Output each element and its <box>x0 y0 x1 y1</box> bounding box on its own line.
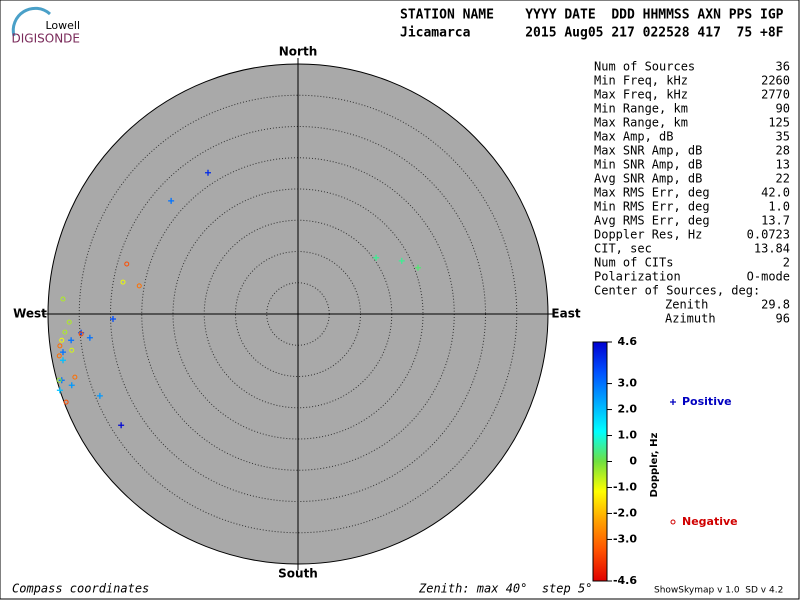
plus-marker <box>373 254 380 261</box>
colorbar-tick-label: -2.0 <box>613 506 637 519</box>
plus-marker <box>86 334 93 341</box>
stat-label: Min Freq, kHz <box>594 74 688 88</box>
footer-right: ShowSkymap v 1.0 SD v 4.2 <box>654 586 783 596</box>
circle-marker <box>124 261 130 267</box>
footer-middle: Zenith: max 40° step 5° <box>418 582 592 596</box>
header-columns: STATION NAME YYYY DATE DDD HHMMSS AXN PP… <box>400 8 784 23</box>
footer-left: Compass coordinates <box>12 582 149 596</box>
stat-value: 2 <box>783 256 790 270</box>
stat-value: 42.0 <box>761 186 790 200</box>
circle-marker <box>78 331 84 337</box>
stat-value: 125 <box>768 116 790 130</box>
stat-label: Num of Sources <box>594 60 695 74</box>
stat-value: 36 <box>776 60 790 74</box>
stat-value: 13 <box>776 158 790 172</box>
stat-value: 35 <box>776 130 790 144</box>
plus-marker <box>118 422 125 429</box>
plus-marker <box>60 349 66 356</box>
stat-value: 13.84 <box>754 242 790 256</box>
plus-marker <box>56 387 63 394</box>
stat-label: Doppler Res, Hz <box>594 228 702 242</box>
colorbar-tick-label: 3.0 <box>618 377 638 390</box>
stat-value: 90 <box>776 102 790 116</box>
stat-value: 1.0 <box>768 200 790 214</box>
circle-marker <box>120 279 126 285</box>
colorbar-tick-label: -1.0 <box>613 480 637 493</box>
direction-label: East <box>551 307 580 321</box>
center-label: Zenith <box>665 298 708 312</box>
plus-marker <box>168 197 175 204</box>
plus-marker <box>415 264 421 271</box>
plus-marker <box>60 357 66 364</box>
circle-marker <box>57 343 63 349</box>
header-values: Jicamarca 2015 Aug05 217 022528 417 75 +… <box>400 26 784 41</box>
center-title: Center of Sources, deg: <box>594 284 760 298</box>
stat-label: Num of CITs <box>594 256 673 270</box>
colorbar-label: Doppler, Hz <box>649 433 660 498</box>
direction-label: South <box>278 567 318 581</box>
center-value: 96 <box>776 312 790 326</box>
circle-marker <box>56 377 62 383</box>
colorbar-tick-label: 4.6 <box>618 335 638 348</box>
circle-marker <box>136 283 142 289</box>
stat-value: 2260 <box>761 74 790 88</box>
colorbar-tick-label: -3.0 <box>613 532 637 545</box>
circle-marker <box>66 319 72 325</box>
stat-label: Min Range, km <box>594 102 688 116</box>
circle-marker <box>59 337 65 343</box>
logo-bottom: DIGISONDE <box>12 32 80 46</box>
plus-marker <box>96 392 103 399</box>
logo-arc <box>11 6 52 37</box>
colorbar-tick-label: -4.6 <box>613 574 637 587</box>
circle-marker <box>72 374 78 380</box>
stat-value: 2770 <box>761 88 790 102</box>
stat-label: Max SNR Amp, dB <box>594 144 702 158</box>
stat-value: 22 <box>776 172 790 186</box>
plus-marker <box>205 169 211 176</box>
stat-label: Avg RMS Err, deg <box>594 214 710 228</box>
stat-label: Min RMS Err, deg <box>594 200 710 214</box>
stat-value: O-mode <box>747 270 790 284</box>
plus-marker <box>68 382 75 389</box>
colorbar-tick-label: 2.0 <box>618 403 638 416</box>
stat-label: Max Amp, dB <box>594 130 673 144</box>
circle-marker <box>63 399 69 405</box>
legend-marker <box>670 519 676 525</box>
stat-label: Max RMS Err, deg <box>594 186 710 200</box>
plus-marker <box>68 337 75 344</box>
direction-label: North <box>279 45 317 59</box>
stat-value: 28 <box>776 144 790 158</box>
stat-label: CIT, sec <box>594 242 652 256</box>
stat-value: 0.0723 <box>747 228 790 242</box>
stat-value: 13.7 <box>761 214 790 228</box>
circle-marker <box>60 296 66 302</box>
stat-label: Avg SNR Amp, dB <box>594 172 702 186</box>
logo-top: Lowell <box>45 19 80 32</box>
legend-marker <box>670 399 676 405</box>
circle-marker <box>56 353 62 359</box>
colorbar-tick-label: 1.0 <box>618 429 638 442</box>
center-value: 29.8 <box>761 298 790 312</box>
stat-label: Max Freq, kHz <box>594 88 688 102</box>
center-label: Azimuth <box>665 312 716 326</box>
colorbar-tick-label: 0 <box>629 455 637 468</box>
circle-marker <box>69 347 75 353</box>
plus-marker <box>398 257 405 264</box>
direction-label: West <box>13 307 47 321</box>
circle-marker <box>62 329 68 335</box>
stat-label: Polarization <box>594 270 681 284</box>
stat-label: Max Range, km <box>594 116 688 130</box>
stat-label: Min SNR Amp, dB <box>594 158 702 172</box>
legend-label: Positive <box>682 395 732 408</box>
colorbar <box>592 341 608 582</box>
legend-label: Negative <box>682 515 738 528</box>
plus-marker <box>110 316 116 322</box>
